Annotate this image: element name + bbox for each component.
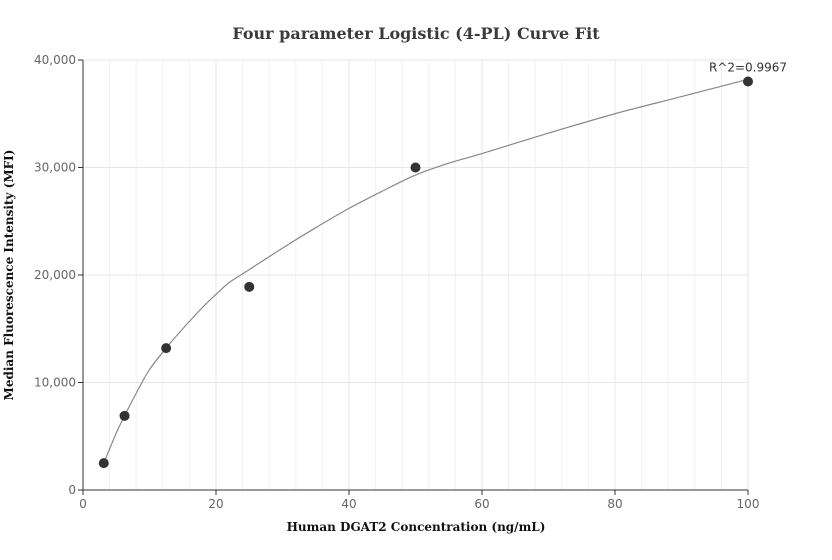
data-point[interactable] bbox=[244, 281, 255, 292]
x-tick-label: 80 bbox=[607, 497, 622, 511]
x-tick-label: 0 bbox=[79, 497, 87, 511]
data-point[interactable] bbox=[743, 76, 753, 87]
y-tick-label: 10,000 bbox=[34, 376, 76, 390]
grid-lines bbox=[82, 59, 749, 491]
y-tick-label: 20,000 bbox=[34, 268, 76, 282]
tick-labels: 0 20 40 60 80 100 0 10,000 20,000 30,000 40,000 bbox=[34, 53, 759, 511]
y-axis-label: Median Fluorescence Intensity (MFI) bbox=[2, 150, 16, 401]
chart-title: Four parameter Logistic (4-PL) Curve Fit bbox=[232, 24, 600, 43]
data-point[interactable] bbox=[410, 162, 421, 173]
axes bbox=[78, 59, 749, 495]
x-tick-label: 60 bbox=[474, 497, 489, 511]
x-tick-label: 100 bbox=[737, 497, 760, 511]
data-point[interactable] bbox=[119, 410, 130, 421]
x-axis-label: Human DGAT2 Concentration (ng/mL) bbox=[287, 520, 546, 534]
fit-curve-line bbox=[103, 78, 749, 464]
y-tick-label: 0 bbox=[68, 483, 76, 497]
x-tick-label: 40 bbox=[341, 497, 356, 511]
x-tick-label: 20 bbox=[208, 497, 223, 511]
data-points bbox=[98, 76, 753, 469]
y-tick-label: 30,000 bbox=[34, 161, 76, 175]
r-squared-annotation: R^2=0.9967 bbox=[709, 61, 787, 75]
data-point[interactable] bbox=[98, 458, 109, 469]
y-tick-label: 40,000 bbox=[34, 53, 76, 67]
data-point[interactable] bbox=[161, 343, 172, 354]
fit-curve-group bbox=[103, 78, 749, 464]
